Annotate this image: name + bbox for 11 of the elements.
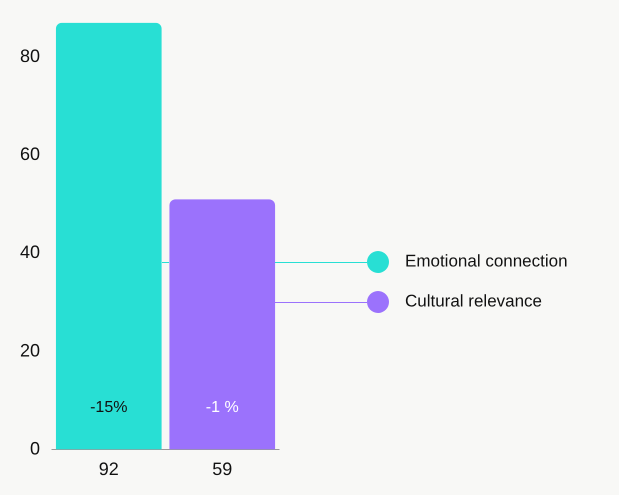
y-tick-label: 0 (30, 438, 40, 458)
legend-label: Cultural relevance (405, 292, 542, 311)
annotation: -1 % (206, 398, 239, 416)
x-tick-label: 59 (212, 459, 232, 480)
y-tick-label: 60 (20, 144, 40, 164)
y-tick-label: 40 (20, 242, 40, 262)
y-tick-label: 20 (20, 340, 40, 360)
y-tick-label: 80 (20, 46, 40, 66)
annotation: -15% (90, 398, 128, 416)
legend-label: Emotional connection (405, 252, 568, 271)
x-tick-label: 92 (98, 459, 119, 480)
